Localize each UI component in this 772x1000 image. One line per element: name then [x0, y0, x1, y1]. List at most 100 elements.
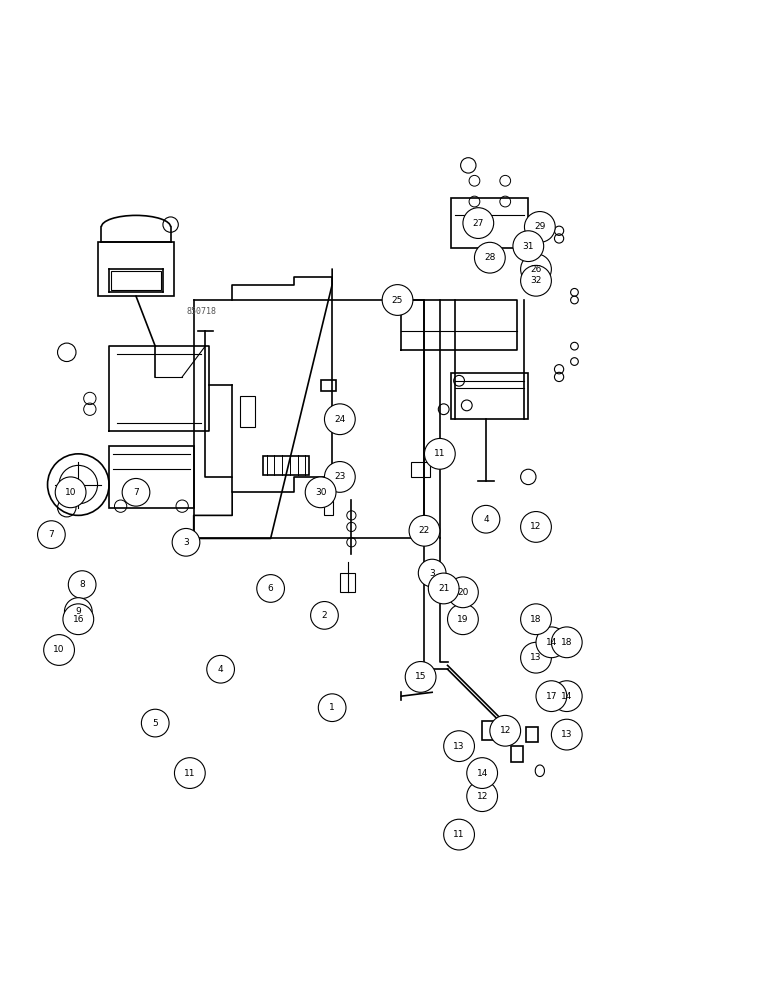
Circle shape — [513, 231, 543, 262]
Text: 7: 7 — [133, 488, 139, 497]
Text: 26: 26 — [530, 265, 542, 274]
Circle shape — [324, 462, 355, 492]
Circle shape — [425, 438, 455, 469]
Circle shape — [172, 528, 200, 556]
Circle shape — [65, 598, 92, 625]
Circle shape — [444, 819, 475, 850]
Text: 22: 22 — [419, 526, 430, 535]
Circle shape — [520, 265, 551, 296]
Text: 15: 15 — [415, 672, 426, 681]
Circle shape — [444, 731, 475, 762]
Circle shape — [44, 635, 74, 665]
Bar — [411, 462, 430, 477]
Bar — [109, 446, 194, 508]
Bar — [97, 242, 174, 296]
Circle shape — [38, 521, 66, 548]
Circle shape — [551, 719, 582, 750]
Circle shape — [174, 758, 205, 788]
Text: 8: 8 — [80, 580, 85, 589]
Text: 10: 10 — [53, 645, 65, 654]
Bar — [452, 373, 528, 419]
Circle shape — [467, 758, 497, 788]
Bar — [511, 746, 523, 762]
Text: 14: 14 — [546, 638, 557, 647]
Text: 14: 14 — [561, 692, 573, 701]
Text: 11: 11 — [184, 769, 195, 778]
Text: 13: 13 — [561, 730, 573, 739]
Circle shape — [448, 604, 479, 635]
Circle shape — [448, 577, 479, 608]
Bar — [452, 198, 528, 248]
Text: 28: 28 — [484, 253, 496, 262]
Circle shape — [56, 477, 86, 508]
Circle shape — [524, 212, 555, 242]
Text: 12: 12 — [530, 522, 542, 531]
Circle shape — [122, 478, 150, 506]
Circle shape — [324, 404, 355, 435]
Bar — [263, 456, 309, 475]
Circle shape — [207, 655, 235, 683]
Circle shape — [405, 662, 436, 692]
Circle shape — [551, 627, 582, 658]
Text: 30: 30 — [315, 488, 327, 497]
Circle shape — [520, 254, 551, 285]
Text: 25: 25 — [392, 296, 403, 305]
Text: 18: 18 — [561, 638, 573, 647]
Circle shape — [318, 694, 346, 722]
Text: 32: 32 — [530, 276, 542, 285]
Text: 5: 5 — [152, 719, 158, 728]
Text: 23: 23 — [334, 472, 346, 481]
Circle shape — [409, 515, 440, 546]
Text: 9: 9 — [76, 607, 81, 616]
Text: 20: 20 — [457, 588, 469, 597]
Bar — [111, 271, 161, 290]
Text: 12: 12 — [476, 792, 488, 801]
Text: 2: 2 — [322, 611, 327, 620]
Circle shape — [551, 681, 582, 712]
Circle shape — [520, 604, 551, 635]
Circle shape — [68, 571, 96, 598]
Text: 21: 21 — [438, 584, 449, 593]
Circle shape — [536, 681, 567, 712]
Text: 13: 13 — [453, 742, 465, 751]
Text: 4: 4 — [483, 515, 489, 524]
Bar — [240, 396, 256, 427]
Text: 16: 16 — [73, 615, 84, 624]
Text: 10: 10 — [65, 488, 76, 497]
Bar — [340, 573, 355, 592]
Bar — [320, 380, 336, 391]
Text: 17: 17 — [546, 692, 557, 701]
Circle shape — [428, 573, 459, 604]
Circle shape — [520, 642, 551, 673]
Text: 27: 27 — [472, 219, 484, 228]
Text: 12: 12 — [499, 726, 511, 735]
Circle shape — [63, 604, 93, 635]
Text: 31: 31 — [523, 242, 534, 251]
Circle shape — [257, 575, 284, 602]
Text: 11: 11 — [453, 830, 465, 839]
Bar — [482, 721, 505, 740]
Text: 11: 11 — [434, 449, 445, 458]
Bar — [527, 727, 538, 742]
Text: 18: 18 — [530, 615, 542, 624]
Circle shape — [463, 208, 493, 238]
Text: 19: 19 — [457, 615, 469, 624]
Text: 4: 4 — [218, 665, 223, 674]
Text: 850718: 850718 — [186, 307, 216, 316]
Circle shape — [475, 242, 505, 273]
Text: 3: 3 — [183, 538, 189, 547]
Text: 24: 24 — [334, 415, 346, 424]
Circle shape — [382, 285, 413, 315]
Circle shape — [520, 512, 551, 542]
Text: 6: 6 — [268, 584, 273, 593]
Text: 7: 7 — [49, 530, 54, 539]
Circle shape — [536, 627, 567, 658]
Text: 1: 1 — [330, 703, 335, 712]
Circle shape — [467, 781, 497, 812]
Circle shape — [310, 602, 338, 629]
Text: 29: 29 — [534, 222, 546, 231]
Circle shape — [305, 477, 336, 508]
Text: 13: 13 — [530, 653, 542, 662]
Circle shape — [418, 559, 446, 587]
Circle shape — [490, 715, 520, 746]
